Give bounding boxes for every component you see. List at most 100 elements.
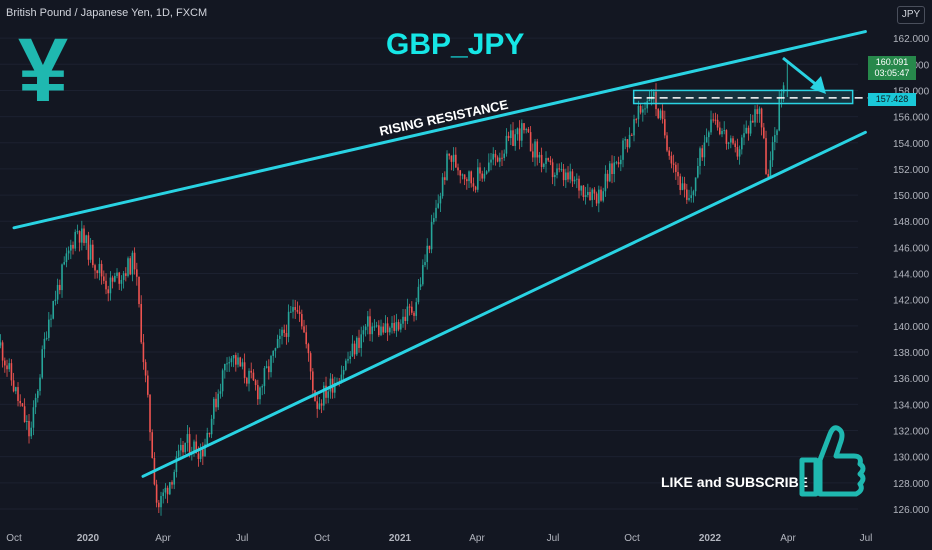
candle-body xyxy=(672,163,675,165)
candle-body xyxy=(567,172,569,180)
candle-body xyxy=(184,442,187,453)
candle-body xyxy=(404,316,407,321)
candle-body xyxy=(606,173,609,182)
candle-body xyxy=(670,155,673,164)
candle-body xyxy=(736,147,739,157)
candle-body xyxy=(525,129,528,131)
candle-body xyxy=(754,109,756,123)
candle-body xyxy=(78,231,81,243)
candle-body xyxy=(342,369,345,375)
candle-body xyxy=(325,385,327,398)
candle-body xyxy=(767,173,770,178)
candle-body xyxy=(516,128,519,135)
candle-body xyxy=(254,380,257,386)
candle-body xyxy=(219,391,222,394)
candle-body xyxy=(94,265,96,271)
candle-body xyxy=(523,123,525,131)
candle-body xyxy=(92,244,94,266)
candle-body xyxy=(136,269,138,277)
candle-body xyxy=(620,159,622,165)
candle-body xyxy=(719,127,721,135)
candle-body xyxy=(758,108,761,114)
candle-body xyxy=(496,157,499,162)
candle-body xyxy=(675,164,677,172)
candle-body xyxy=(477,167,479,190)
x-tick-label: Jul xyxy=(860,533,873,544)
candle-body xyxy=(116,272,118,276)
candle-body xyxy=(681,183,684,190)
resistance-zone xyxy=(632,89,854,105)
candle-body xyxy=(679,176,682,190)
candlestick-series xyxy=(0,60,788,516)
candle-body xyxy=(155,484,158,503)
candle-body xyxy=(769,160,772,178)
currency-selector[interactable]: JPY xyxy=(897,6,925,24)
candle-body xyxy=(197,453,200,459)
candle-body xyxy=(347,359,349,361)
candle-body xyxy=(468,171,470,182)
candle-body xyxy=(329,378,332,392)
candle-body xyxy=(268,366,270,373)
candle-body xyxy=(380,326,382,336)
candle-body xyxy=(19,400,22,404)
candle-body xyxy=(206,432,209,445)
candle-body xyxy=(529,132,532,152)
candle-body xyxy=(558,168,561,170)
candle-body xyxy=(587,191,589,196)
candle-body xyxy=(738,149,741,157)
candle-body xyxy=(439,196,442,204)
x-tick-label: Jul xyxy=(547,533,560,544)
y-tick-label: 156.000 xyxy=(893,113,930,124)
candle-body xyxy=(622,140,624,160)
candle-body xyxy=(147,375,149,395)
candle-body xyxy=(560,169,563,171)
candle-body xyxy=(437,203,440,208)
candle-body xyxy=(195,441,198,454)
candle-body xyxy=(582,185,585,198)
candle-body xyxy=(657,109,660,119)
candle-body xyxy=(492,153,495,160)
candle-body xyxy=(494,153,497,158)
candle-body xyxy=(481,173,484,179)
candle-body xyxy=(771,142,774,161)
candle-body xyxy=(569,171,572,180)
candle-body xyxy=(100,263,103,277)
candle-body xyxy=(499,157,501,162)
candle-body xyxy=(703,142,706,158)
candle-body xyxy=(741,137,743,150)
candle-body xyxy=(298,311,301,315)
candle-body xyxy=(30,427,33,437)
candle-body xyxy=(628,134,631,148)
candle-body xyxy=(644,108,646,110)
candle-body xyxy=(375,325,378,327)
bar-countdown: 03:05:47 xyxy=(874,68,910,78)
candle-body xyxy=(65,253,68,263)
candle-body xyxy=(210,418,213,435)
candle-body xyxy=(547,158,550,161)
candle-body xyxy=(177,450,180,457)
candle-body xyxy=(235,355,237,365)
candle-body xyxy=(250,370,253,373)
candle-body xyxy=(138,276,140,305)
candle-body xyxy=(87,235,90,260)
candle-body xyxy=(648,99,651,102)
candle-body xyxy=(292,307,294,312)
candle-body xyxy=(276,339,279,349)
candle-body xyxy=(213,398,215,419)
candle-body xyxy=(164,487,167,493)
candle-body xyxy=(424,262,426,266)
candle-body xyxy=(549,160,552,163)
candle-body xyxy=(571,171,574,182)
candle-body xyxy=(131,252,134,275)
candle-body xyxy=(230,358,233,363)
candle-body xyxy=(774,135,776,143)
candle-body xyxy=(345,360,347,370)
candle-body xyxy=(479,167,481,174)
candle-body xyxy=(144,362,147,376)
candle-body xyxy=(455,154,457,168)
candle-body xyxy=(653,91,655,97)
y-tick-label: 132.000 xyxy=(893,427,930,438)
candle-body xyxy=(369,316,371,335)
candle-body xyxy=(224,363,226,371)
